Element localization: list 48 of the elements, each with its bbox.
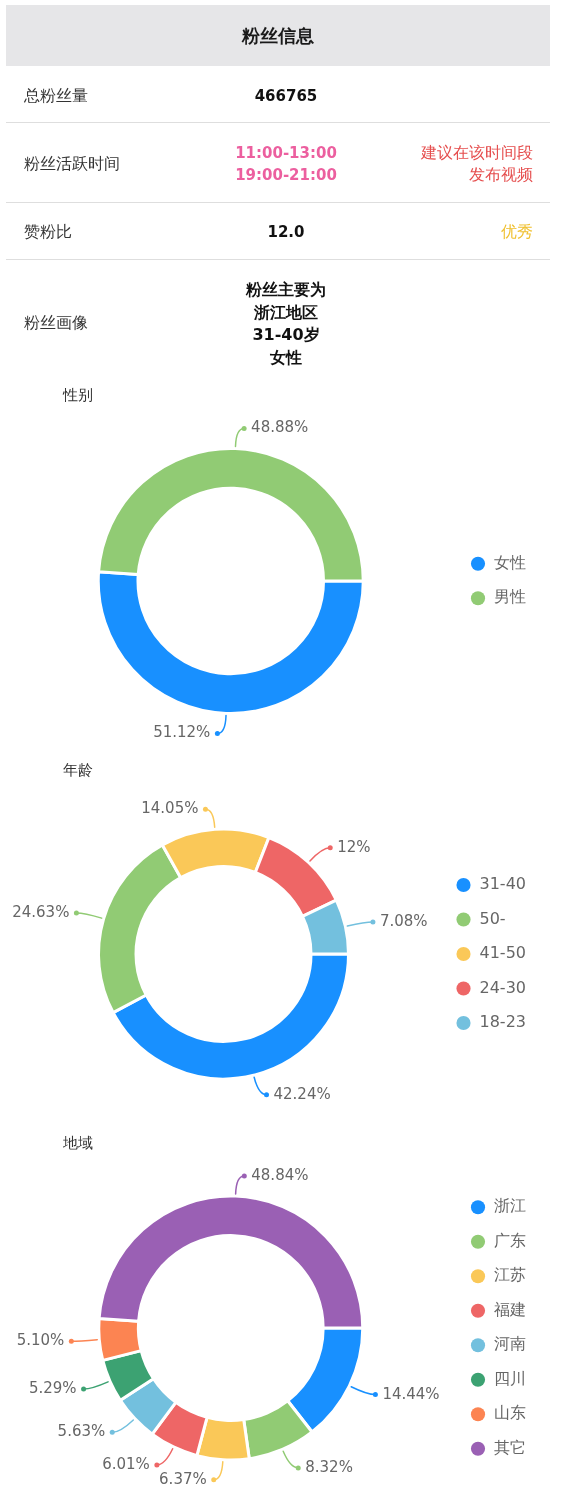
legend-label: 24-30 (479, 977, 527, 997)
data-label: 12% (337, 837, 371, 856)
data-label: 42.24% (273, 1084, 331, 1103)
legend-label: 河南 (494, 1334, 526, 1354)
text: 31-40岁 (252, 324, 320, 346)
chart-title: 性别 (63, 385, 93, 405)
data-label: 6.01% (102, 1454, 150, 1473)
legend-label: 男性 (494, 587, 526, 607)
legend-label: 四川 (494, 1368, 526, 1388)
text: 浙江地区 (254, 302, 318, 324)
data-label: 48.88% (251, 418, 309, 437)
text: 总粉丝量 (24, 85, 88, 107)
text: 11:00-13:00 (235, 143, 337, 164)
legend-label: 福建 (494, 1299, 526, 1319)
data-label: 48.84% (251, 1165, 309, 1184)
data-label: 5.29% (28, 1379, 77, 1397)
legend-label: 31-40 (479, 874, 527, 894)
data-label: 7.08% (379, 911, 428, 930)
text: 粉丝活跃时间 (24, 153, 120, 175)
legend-label: 18-23 (479, 1012, 527, 1032)
data-label: 6.37% (159, 1469, 207, 1488)
text: 粉丝画像 (24, 312, 88, 334)
data-label: 5.10% (16, 1331, 65, 1350)
data-label: 14.05% (141, 799, 199, 818)
data-label: 14.44% (382, 1384, 440, 1403)
data-label: 51.12% (153, 723, 211, 742)
legend-label: 女性 (494, 552, 526, 572)
text: 12.0 (267, 222, 305, 243)
chart-title: 年龄 (63, 760, 93, 780)
chart-title: 地域 (63, 1133, 93, 1153)
text: 466765 (254, 86, 318, 107)
legend-label: 50- (479, 908, 506, 928)
text: 赞粉比 (24, 221, 72, 243)
data-label: 8.32% (305, 1457, 353, 1476)
legend-label: 山东 (494, 1403, 526, 1423)
data-label: 24.63% (12, 902, 70, 921)
text: 建议在该时间段发布视频 (420, 142, 533, 186)
legend-label: 41-50 (479, 943, 527, 963)
text: 19:00-21:00 (235, 165, 337, 186)
text: 粉丝主要为 (246, 279, 326, 301)
legend-label: 广东 (494, 1230, 526, 1250)
data-label: 5.63% (57, 1422, 106, 1441)
legend-label: 其它 (494, 1437, 526, 1457)
text: 女性 (270, 347, 302, 369)
legend-label: 江苏 (494, 1265, 526, 1285)
legend-label: 浙江 (494, 1196, 526, 1216)
text: 优秀 (501, 221, 533, 243)
text: 粉丝信息 (6, 5, 550, 66)
